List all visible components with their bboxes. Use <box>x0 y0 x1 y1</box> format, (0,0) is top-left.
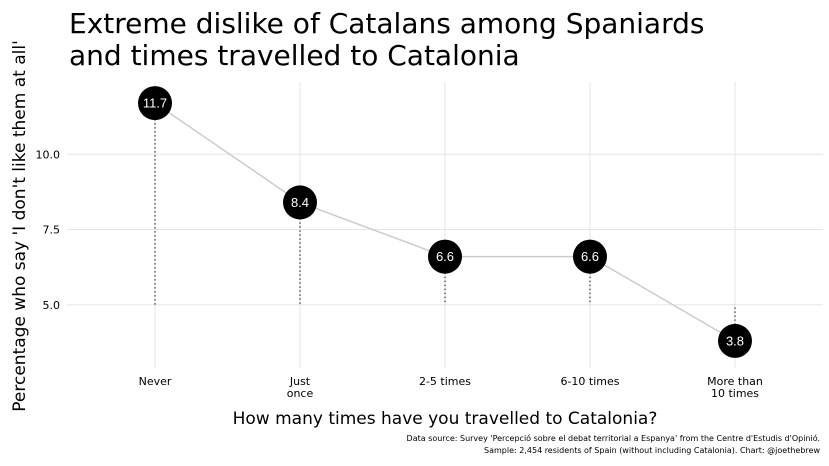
y-tick-label: 5.0 <box>43 299 61 312</box>
x-tick-label: Just <box>289 375 311 388</box>
x-tick-label: 6-10 times <box>560 375 619 388</box>
y-tick-label: 7.5 <box>43 224 61 237</box>
y-tick-label: 10.0 <box>36 148 61 161</box>
y-axis-label: Percentage who say 'I don't like them at… <box>10 40 30 412</box>
x-tick-label: Never <box>139 375 172 388</box>
caption: Data source: Survey 'Percepció sobre el … <box>407 433 821 455</box>
data-point <box>573 239 607 274</box>
data-label: 8.4 <box>291 195 309 210</box>
data-point <box>283 185 317 220</box>
data-label: 3.8 <box>726 333 744 348</box>
x-axis-label: How many times have you travelled to Cat… <box>233 409 658 429</box>
title-line-2: and times travelled to Catalonia <box>69 39 520 72</box>
title-line-1: Extreme dislike of Catalans among Spania… <box>69 7 704 40</box>
x-tick-label: once <box>287 387 314 400</box>
x-tick-label: 10 times <box>711 387 759 400</box>
data-label: 6.6 <box>581 249 599 264</box>
grid <box>67 82 823 368</box>
data-point <box>138 86 172 121</box>
data-label: 11.7 <box>143 96 167 111</box>
caption-line-1: Data source: Survey 'Percepció sobre el … <box>407 433 820 443</box>
data-point <box>428 239 462 274</box>
data-point <box>718 323 752 358</box>
data-points: 11.7 8.4 6.6 6.6 3.8 <box>138 86 752 358</box>
caption-line-2: Sample: 2,454 residents of Spain (withou… <box>484 446 820 455</box>
x-tick-label: More than <box>707 375 763 388</box>
x-tick-label: 2-5 times <box>419 375 471 388</box>
y-axis-ticks: 5.0 7.5 10.0 <box>36 148 61 312</box>
chart-title: Extreme dislike of Catalans among Spania… <box>69 7 704 72</box>
data-label: 6.6 <box>436 249 454 264</box>
